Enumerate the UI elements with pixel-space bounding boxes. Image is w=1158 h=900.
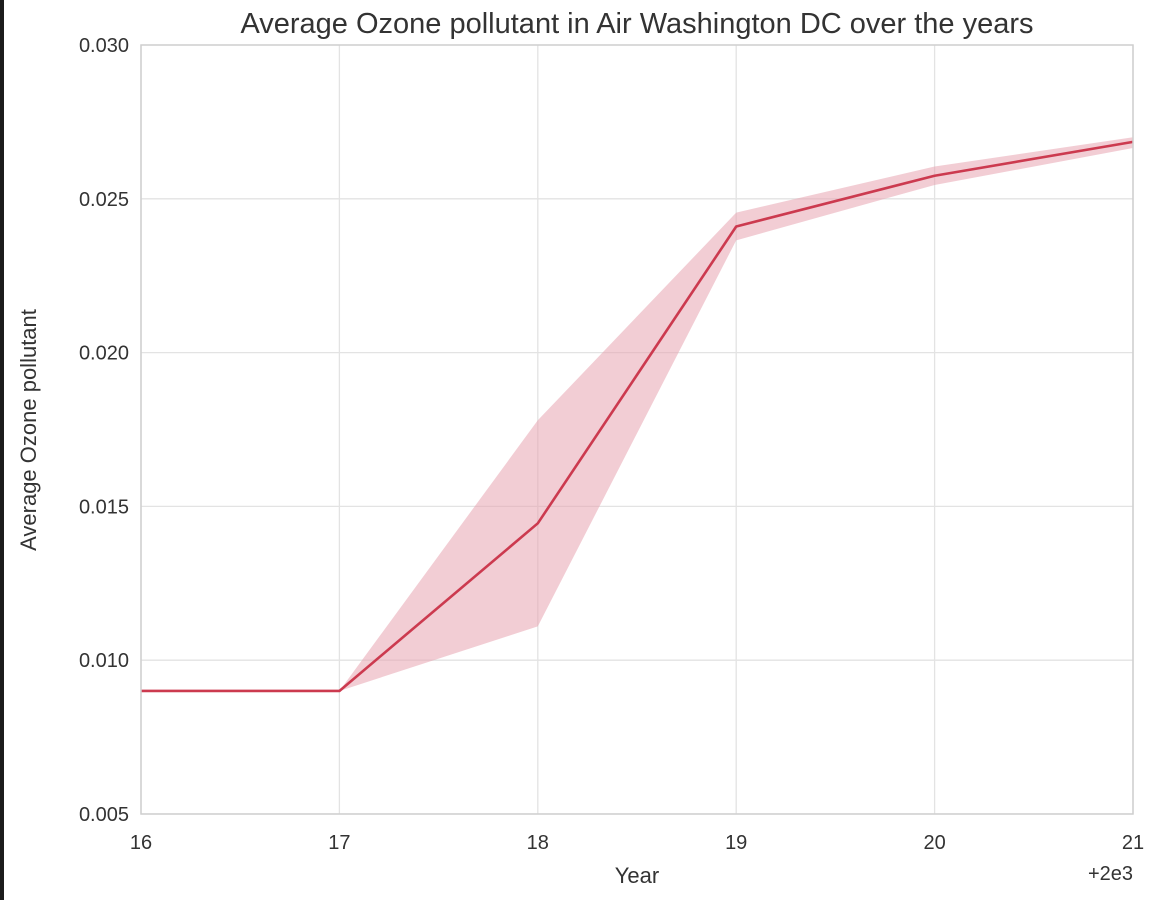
confidence-band <box>141 137 1133 691</box>
chart-title: Average Ozone pollutant in Air Washingto… <box>240 8 1033 40</box>
y-tick-label: 0.015 <box>79 496 129 518</box>
y-axis-label: Average Ozone pollutant <box>16 309 41 551</box>
x-tick-label: 16 <box>130 832 152 854</box>
x-axis-label: Year <box>615 863 659 888</box>
window-left-edge <box>0 0 4 900</box>
y-axis-ticks: 0.005 0.010 0.015 0.020 0.025 0.030 <box>79 35 129 826</box>
x-tick-label: 20 <box>923 832 945 854</box>
x-axis-ticks: 16 17 18 19 20 21 <box>130 832 1144 854</box>
x-axis-offset-label: +2e3 <box>1088 863 1133 885</box>
series-line <box>141 140 1134 693</box>
y-tick-label: 0.025 <box>79 189 129 211</box>
x-tick-label: 17 <box>328 832 350 854</box>
y-tick-label: 0.010 <box>79 650 129 672</box>
plot-frame <box>140 44 1134 815</box>
series-lines <box>141 140 1134 693</box>
y-tick-label: 0.005 <box>79 804 129 826</box>
x-tick-label: 19 <box>725 832 747 854</box>
y-tick-label: 0.020 <box>79 343 129 365</box>
confidence-band-area <box>141 137 1133 691</box>
y-tick-label: 0.030 <box>79 35 129 57</box>
x-tick-label: 18 <box>527 832 549 854</box>
x-tick-label: 21 <box>1122 832 1144 854</box>
